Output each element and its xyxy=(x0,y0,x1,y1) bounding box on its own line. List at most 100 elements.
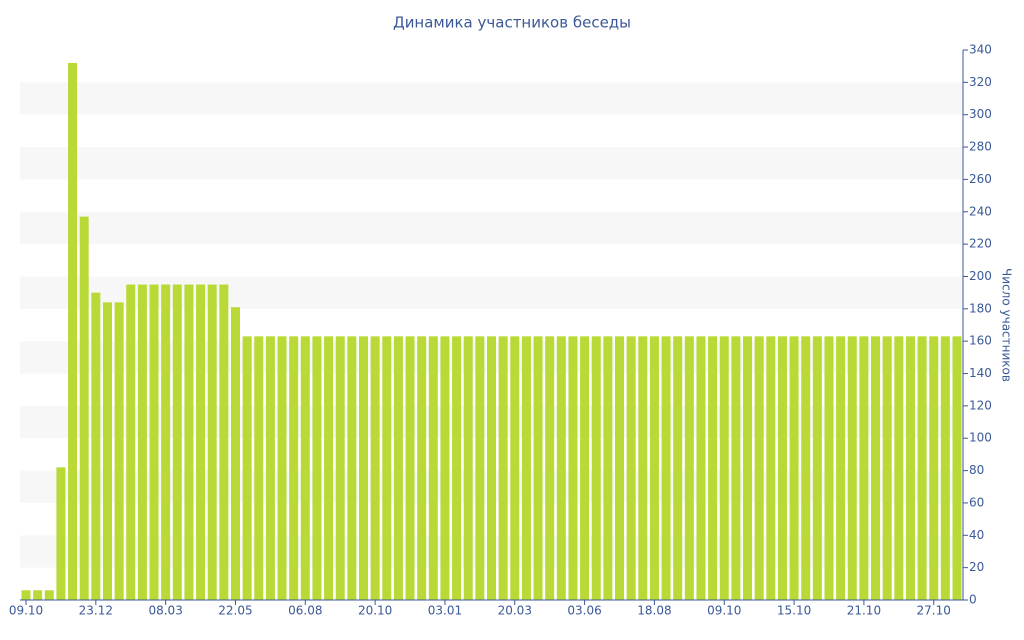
bar xyxy=(847,336,857,600)
bar xyxy=(661,336,671,600)
bar xyxy=(673,336,683,600)
bar xyxy=(265,336,275,600)
bar xyxy=(161,284,171,600)
bar xyxy=(312,336,322,600)
x-tick-label: 20.10 xyxy=(358,604,392,618)
bar xyxy=(149,284,159,600)
bar xyxy=(300,336,310,600)
bar xyxy=(196,284,206,600)
bar xyxy=(91,292,101,600)
bar xyxy=(21,590,31,600)
y-tick-label: 40 xyxy=(969,528,984,542)
bar xyxy=(44,590,54,600)
bar xyxy=(358,336,368,600)
y-tick-label: 300 xyxy=(969,107,992,121)
bar xyxy=(382,336,392,600)
x-tick-label: 03.06 xyxy=(567,604,601,618)
bar xyxy=(638,336,648,600)
x-tick-label: 03.01 xyxy=(428,604,462,618)
bar xyxy=(591,336,601,600)
y-tick-label: 120 xyxy=(969,398,992,412)
x-tick-label: 09.10 xyxy=(9,604,43,618)
grid-band xyxy=(20,147,963,180)
y-tick-label: 200 xyxy=(969,269,992,283)
y-tick-label: 320 xyxy=(969,75,992,89)
bar xyxy=(731,336,741,600)
x-tick-label: 23.12 xyxy=(79,604,113,618)
bar xyxy=(615,336,625,600)
x-tick-label: 22.05 xyxy=(218,604,252,618)
bar xyxy=(929,336,939,600)
y-tick-label: 160 xyxy=(969,334,992,348)
bar xyxy=(568,336,578,600)
bar xyxy=(137,284,147,600)
bar xyxy=(33,590,43,600)
bar xyxy=(510,336,520,600)
bar xyxy=(882,336,892,600)
bar xyxy=(556,336,566,600)
bar xyxy=(393,336,403,600)
bar xyxy=(184,284,194,600)
bar xyxy=(871,336,881,600)
bar xyxy=(347,336,357,600)
y-axis-title: Число участников xyxy=(1000,268,1014,382)
bar xyxy=(743,336,753,600)
bar xyxy=(487,336,496,600)
y-tick-label: 80 xyxy=(969,463,984,477)
y-tick-label: 180 xyxy=(969,301,992,315)
bar xyxy=(335,336,345,600)
bar xyxy=(649,336,659,600)
bar xyxy=(475,336,485,600)
bar xyxy=(754,336,764,600)
grid-band xyxy=(20,211,963,245)
bar xyxy=(836,336,846,600)
x-tick-label: 27.10 xyxy=(917,604,951,618)
bar xyxy=(696,336,706,600)
x-tick-label: 06.08 xyxy=(288,604,322,618)
bar xyxy=(417,336,427,600)
bar xyxy=(789,336,799,600)
y-tick-label: 100 xyxy=(969,431,992,445)
x-tick-label: 18.08 xyxy=(637,604,671,618)
bar xyxy=(894,336,904,600)
bar xyxy=(68,62,78,601)
bar xyxy=(207,284,217,600)
bar xyxy=(905,336,915,600)
x-tick-label: 21.10 xyxy=(847,604,881,618)
bar xyxy=(219,284,229,600)
bar xyxy=(452,336,462,600)
bar xyxy=(545,336,555,600)
bar xyxy=(824,336,834,600)
bar xyxy=(498,336,508,600)
grid-band xyxy=(20,82,963,115)
bar xyxy=(114,302,124,600)
bar xyxy=(79,216,89,600)
y-tick-label: 260 xyxy=(969,172,992,186)
y-tick-label: 60 xyxy=(969,495,984,509)
y-tick-label: 0 xyxy=(969,593,977,607)
bar xyxy=(580,336,590,600)
bar xyxy=(172,284,182,600)
bar xyxy=(370,336,380,600)
bar xyxy=(102,302,112,600)
bar xyxy=(859,336,869,600)
bar xyxy=(533,336,543,600)
bar xyxy=(277,336,287,600)
y-tick-label: 340 xyxy=(969,43,992,57)
bar xyxy=(812,336,822,600)
bar xyxy=(126,284,136,600)
x-tick-label: 08.03 xyxy=(148,604,182,618)
y-tick-label: 240 xyxy=(969,204,992,218)
bar xyxy=(242,336,252,600)
bar xyxy=(428,336,438,600)
x-tick-label: 20.03 xyxy=(498,604,532,618)
bar xyxy=(684,336,694,600)
bar xyxy=(940,336,950,600)
bar xyxy=(777,336,787,600)
bar xyxy=(230,307,240,600)
bar xyxy=(626,336,636,600)
x-tick-label: 15.10 xyxy=(777,604,811,618)
bar xyxy=(463,336,473,600)
bar xyxy=(440,336,450,600)
